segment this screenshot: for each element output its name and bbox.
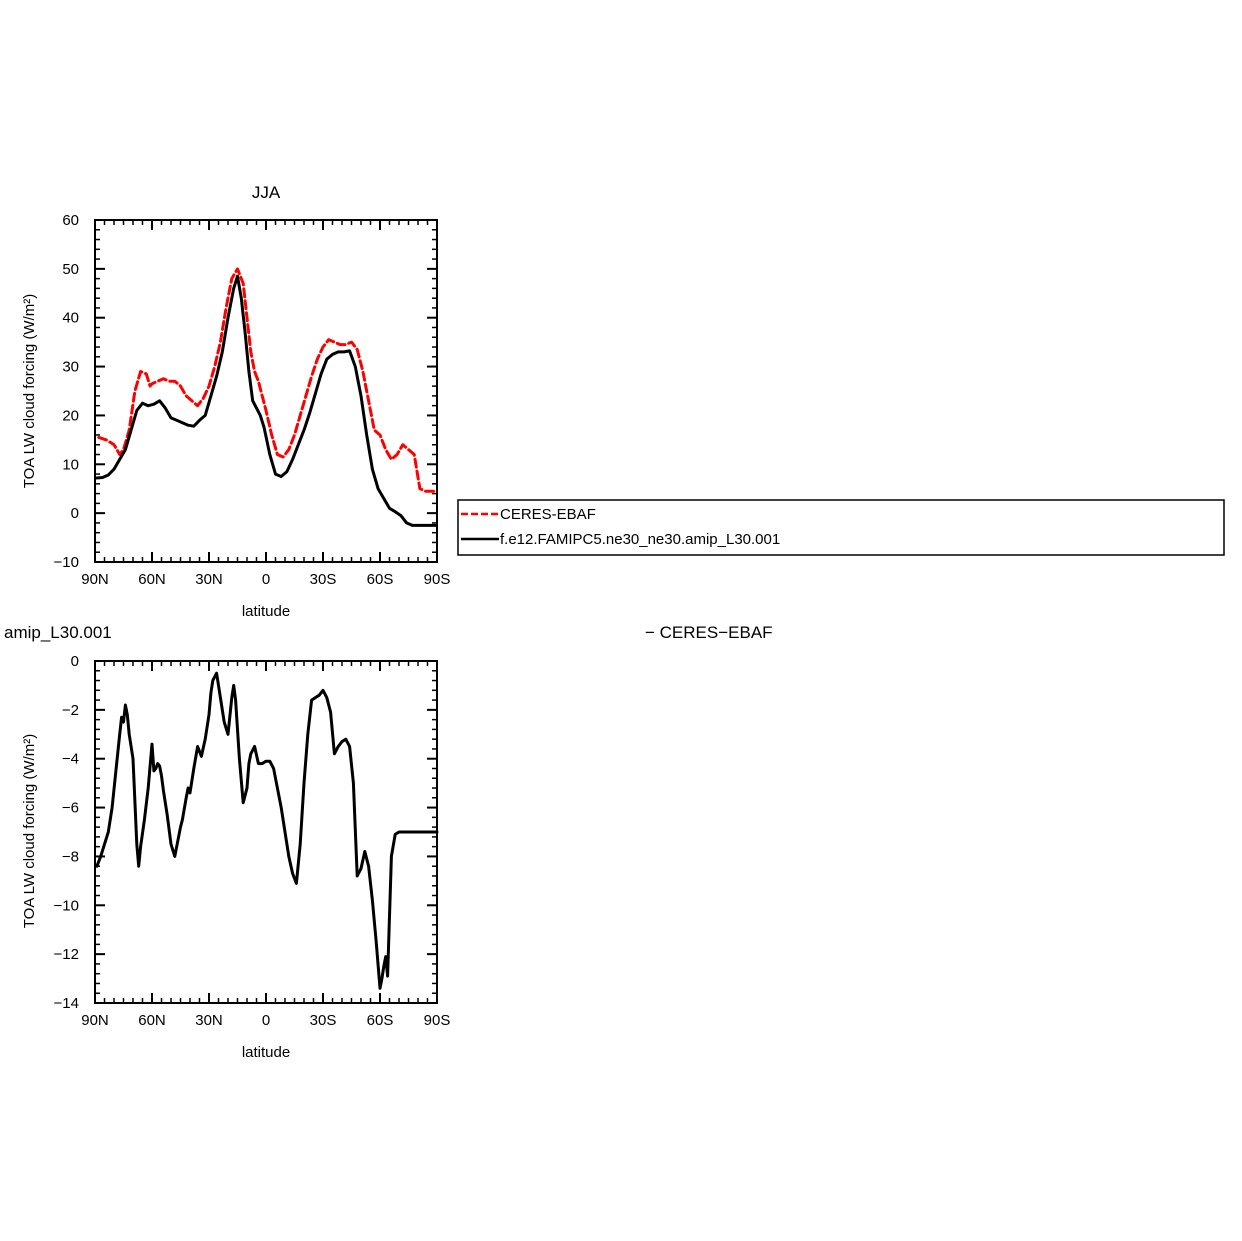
top-panel-xlabel: latitude bbox=[242, 603, 290, 620]
y-tick-label: 10 bbox=[62, 456, 79, 473]
bottom-panel-series bbox=[95, 671, 439, 990]
bottom-panel-xlabel: latitude bbox=[242, 1044, 290, 1061]
y-tick-label: 0 bbox=[71, 505, 79, 522]
y-tick-label: −6 bbox=[62, 800, 79, 817]
bottom-panel-title: amip_L30.001 bbox=[4, 623, 112, 642]
y-tick-label: 20 bbox=[62, 407, 79, 424]
y-tick-label: 30 bbox=[62, 359, 79, 376]
y-tick-label: 60 bbox=[62, 212, 79, 229]
x-tick-label: 0 bbox=[262, 1012, 270, 1029]
legend-label-model: f.e12.FAMIPC5.ne30_ne30.amip_L30.001 bbox=[500, 531, 780, 548]
y-tick-label: −2 bbox=[62, 702, 79, 719]
y-tick-label: 40 bbox=[62, 310, 79, 327]
x-tick-label: 60S bbox=[367, 1012, 394, 1029]
x-tick-label: 60N bbox=[138, 1012, 166, 1029]
bottom-panel-title-right: − CERES−EBAF bbox=[645, 623, 773, 642]
legend-label-ceres: CERES-EBAF bbox=[500, 506, 596, 523]
x-tick-label: 30S bbox=[310, 571, 337, 588]
bottom-panel-frame bbox=[94, 660, 438, 1004]
y-tick-label: −4 bbox=[62, 751, 79, 768]
x-tick-label: 30N bbox=[195, 571, 223, 588]
x-tick-label: 0 bbox=[262, 571, 270, 588]
series-line-f-e12-famipc5-ne30-ne30-amip-l30-001 bbox=[95, 274, 437, 527]
y-tick-label: 0 bbox=[71, 653, 79, 670]
x-tick-label: 30S bbox=[310, 1012, 337, 1029]
bottom-panel: amip_L30.001 − CERES−EBAF TOA LW cloud f… bbox=[4, 623, 773, 1061]
series-line-difference bbox=[95, 671, 439, 990]
x-tick-label: 30N bbox=[195, 1012, 223, 1029]
x-tick-label: 90S bbox=[424, 1012, 451, 1029]
x-tick-label: 60S bbox=[367, 571, 394, 588]
legend: CERES-EBAF f.e12.FAMIPC5.ne30_ne30.amip_… bbox=[457, 499, 1225, 556]
x-tick-label: 90N bbox=[81, 1012, 109, 1029]
x-tick-label: 90N bbox=[81, 571, 109, 588]
x-tick-label: 60N bbox=[138, 571, 166, 588]
y-tick-label: −10 bbox=[54, 554, 79, 571]
top-panel: JJA TOA LW cloud forcing (W/m²) latitude… bbox=[21, 183, 450, 620]
top-panel-ylabel: TOA LW cloud forcing (W/m²) bbox=[21, 294, 38, 488]
top-panel-frame bbox=[94, 219, 438, 563]
bottom-panel-ylabel: TOA LW cloud forcing (W/m²) bbox=[21, 734, 38, 928]
top-panel-title: JJA bbox=[252, 183, 281, 202]
series-line-ceres-ebaf bbox=[97, 267, 437, 493]
y-tick-label: −14 bbox=[54, 995, 79, 1012]
y-tick-label: −10 bbox=[54, 897, 79, 914]
y-tick-label: −8 bbox=[62, 848, 79, 865]
legend-box bbox=[457, 499, 1225, 556]
x-tick-label: 90S bbox=[424, 571, 451, 588]
y-tick-label: 50 bbox=[62, 261, 79, 278]
top-panel-series bbox=[95, 267, 437, 527]
y-tick-label: −12 bbox=[54, 946, 79, 963]
